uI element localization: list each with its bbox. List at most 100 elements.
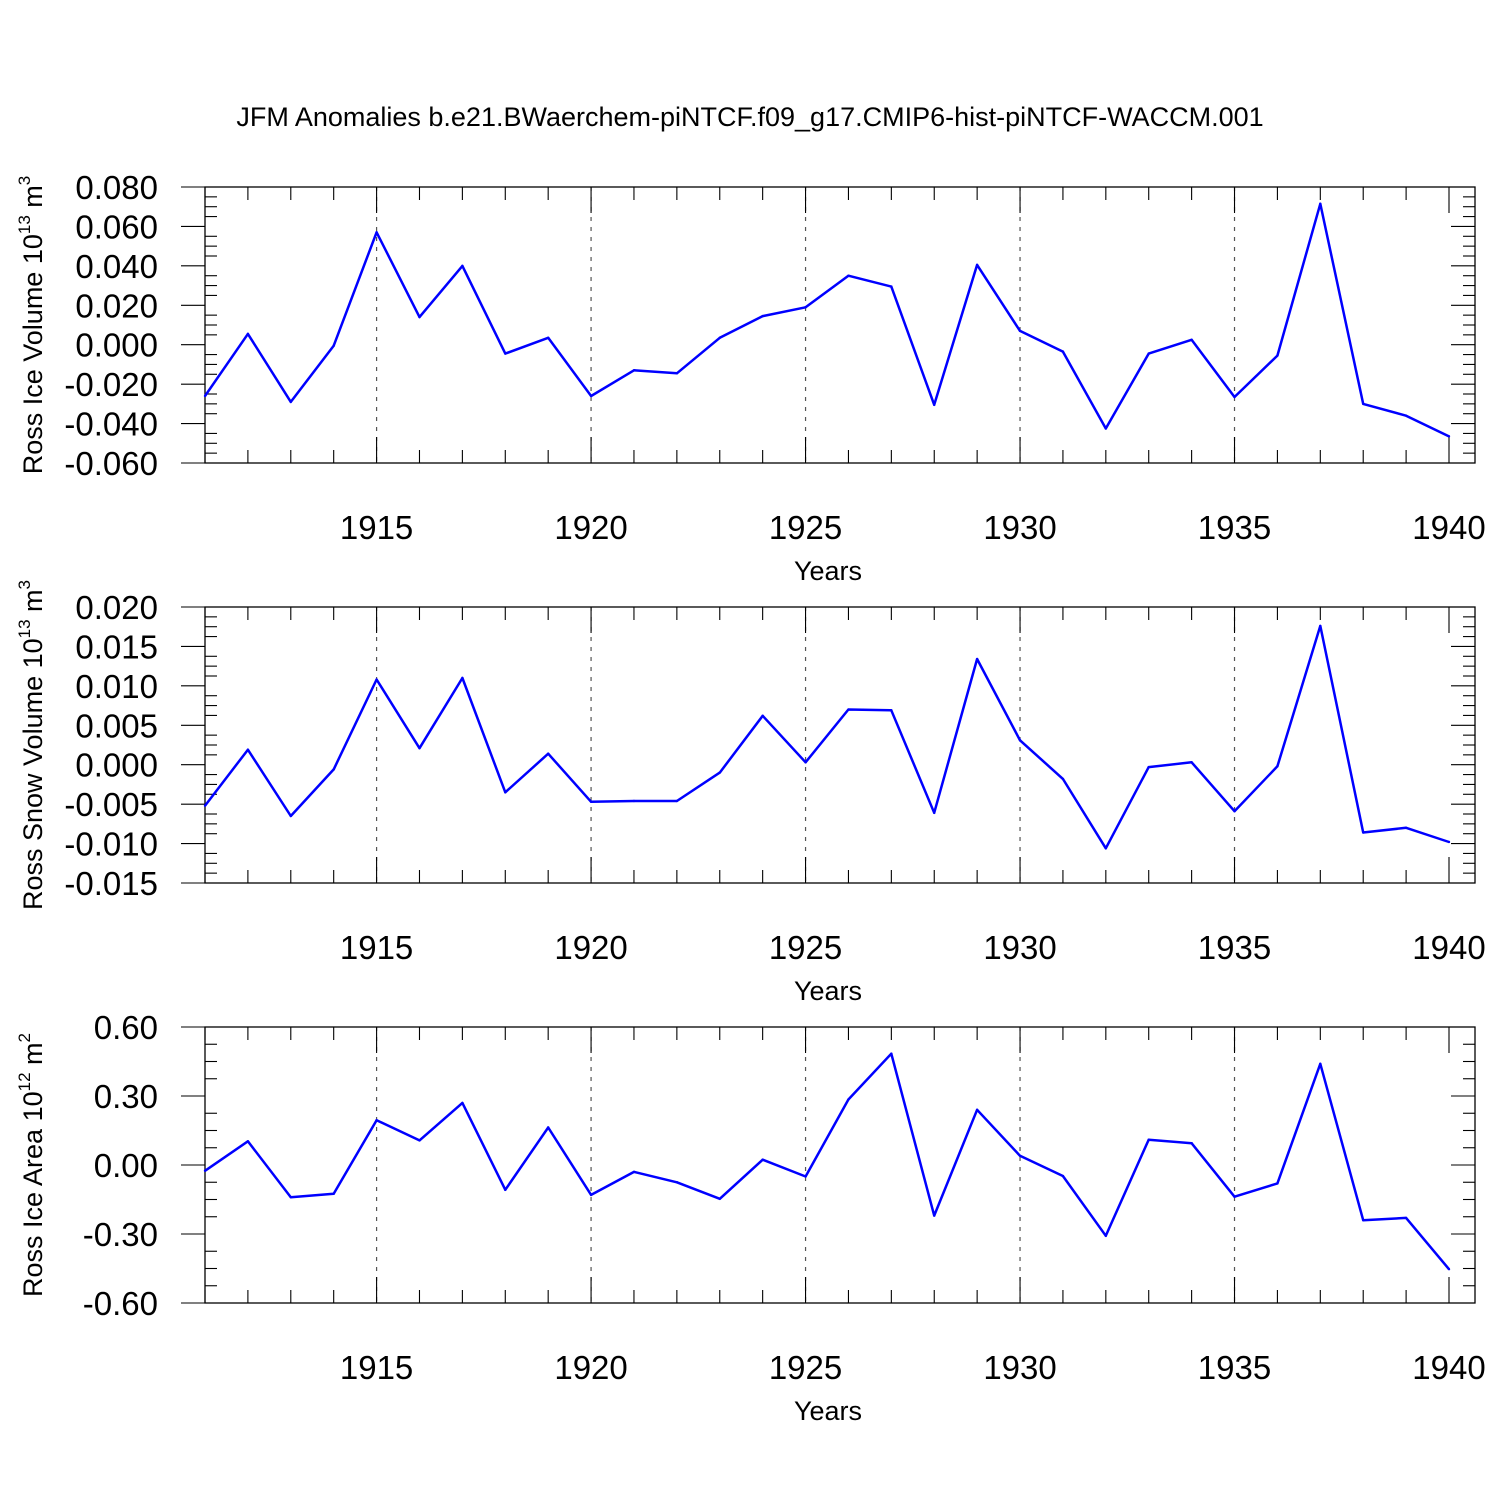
y-axis-label-part: m: [18, 1042, 48, 1072]
y-axis-label-part: 3: [15, 580, 34, 589]
data-point: [1104, 427, 1108, 430]
figure-title: JFM Anomalies b.e21.BWaerchem-piNTCF.f09…: [236, 102, 1263, 132]
y-axis-label-part: 12: [15, 1072, 34, 1091]
data-point: [1276, 765, 1279, 768]
data-point: [933, 403, 936, 407]
data-point: [933, 1214, 936, 1217]
data-point: [1147, 352, 1150, 355]
ross-snow-volume-line: [204, 624, 1450, 850]
data-point: [332, 768, 335, 771]
y-tick-label: -0.30: [83, 1216, 158, 1253]
y-tick-label: 0.020: [75, 589, 158, 626]
data-point: [1362, 402, 1365, 406]
ross-ice-volume-line: [203, 202, 1450, 438]
data-point: [847, 1098, 850, 1101]
y-axis-label-part: m: [18, 185, 48, 215]
y-tick-label: -0.005: [64, 786, 158, 823]
ross-ice-volume-panel: -0.060-0.040-0.0200.0000.0200.0400.0600.…: [15, 169, 1486, 586]
x-tick-label: 1915: [340, 929, 413, 966]
x-tick-label: 1935: [1198, 929, 1271, 966]
data-point: [675, 372, 679, 375]
data-point: [804, 1175, 807, 1178]
data-point: [203, 804, 207, 807]
y-axis-label-part: Ross Ice Area 10: [18, 1091, 48, 1297]
data-point: [890, 709, 893, 712]
x-tick-label: 1930: [983, 1349, 1056, 1386]
data-point: [246, 332, 250, 336]
data-point: [589, 1193, 593, 1197]
data-point: [718, 336, 721, 340]
x-tick-label: 1925: [769, 929, 842, 966]
data-point: [1233, 1195, 1236, 1198]
x-tick-label: 1920: [554, 1349, 627, 1386]
y-tick-label: -0.010: [64, 826, 158, 863]
x-axis-label: Years: [794, 1396, 862, 1426]
data-point: [761, 1158, 764, 1161]
y-axis-label-part: Ross Snow Volume 10: [18, 638, 48, 910]
data-point: [675, 1181, 679, 1184]
data-point: [375, 231, 378, 234]
data-point: [1190, 761, 1193, 764]
data-point: [1276, 354, 1279, 357]
y-axis-label: Ross Snow Volume 1013 m3: [15, 580, 48, 910]
data-point: [1404, 414, 1408, 417]
data-point: [718, 771, 721, 774]
data-point: [418, 746, 421, 750]
y-tick-label: 0.00: [94, 1147, 158, 1184]
y-tick-label: 0.060: [75, 208, 158, 245]
x-tick-label: 1915: [340, 1349, 413, 1386]
data-point: [1319, 202, 1322, 205]
data-point: [1447, 1267, 1451, 1271]
data-point: [1061, 1174, 1065, 1178]
y-axis-label-part: 3: [15, 176, 34, 185]
data-point: [504, 352, 507, 355]
data-point: [1018, 739, 1022, 742]
data-point: [1233, 395, 1236, 399]
data-point: [632, 1170, 636, 1174]
data-point: [1018, 1154, 1022, 1158]
data-point: [418, 1139, 421, 1142]
x-tick-label: 1935: [1198, 509, 1271, 546]
y-tick-label: 0.080: [75, 169, 158, 206]
data-point: [890, 285, 893, 288]
data-point: [975, 263, 979, 267]
ross-ice-area-panel: -0.60 -0.30 0.00 0.30 0.60 1915 1920 1925 1930 19…: [15, 1009, 1486, 1426]
data-point: [847, 708, 850, 711]
data-point: [933, 811, 936, 815]
data-point: [289, 814, 292, 818]
data-point: [1362, 831, 1365, 834]
data-point: [890, 1052, 893, 1055]
data-point: [1233, 810, 1236, 813]
data-point: [332, 1192, 335, 1195]
data-point: [804, 306, 807, 309]
y-tick-label: 0.000: [75, 747, 158, 784]
y-tick-label: 0.30: [94, 1078, 158, 1115]
y-axis-label-part: 13: [15, 619, 34, 638]
data-point: [375, 678, 378, 681]
x-tick-label: 1925: [769, 509, 842, 546]
y-tick-label: 0.60: [94, 1009, 158, 1046]
data-point: [589, 800, 593, 803]
data-point: [504, 1188, 507, 1192]
data-point: [1319, 1062, 1322, 1066]
data-point: [1190, 338, 1193, 341]
data-point: [246, 748, 250, 751]
x-tick-label: 1930: [983, 509, 1056, 546]
data-point: [589, 394, 593, 398]
x-tick-label: 1925: [769, 1349, 842, 1386]
data-point: [1404, 826, 1408, 829]
data-point: [418, 315, 421, 319]
data-point: [1276, 1182, 1279, 1185]
data-point: [546, 1126, 550, 1129]
x-tick-label: 1940: [1412, 509, 1485, 546]
data-point: [289, 1196, 292, 1199]
data-point: [1447, 840, 1451, 844]
data-point: [289, 400, 292, 404]
data-point: [332, 344, 335, 347]
y-tick-label: -0.040: [64, 406, 158, 443]
data-point: [675, 799, 679, 803]
y-tick-label: -0.060: [64, 445, 158, 482]
x-tick-label: 1940: [1412, 1349, 1485, 1386]
data-point: [632, 369, 636, 372]
